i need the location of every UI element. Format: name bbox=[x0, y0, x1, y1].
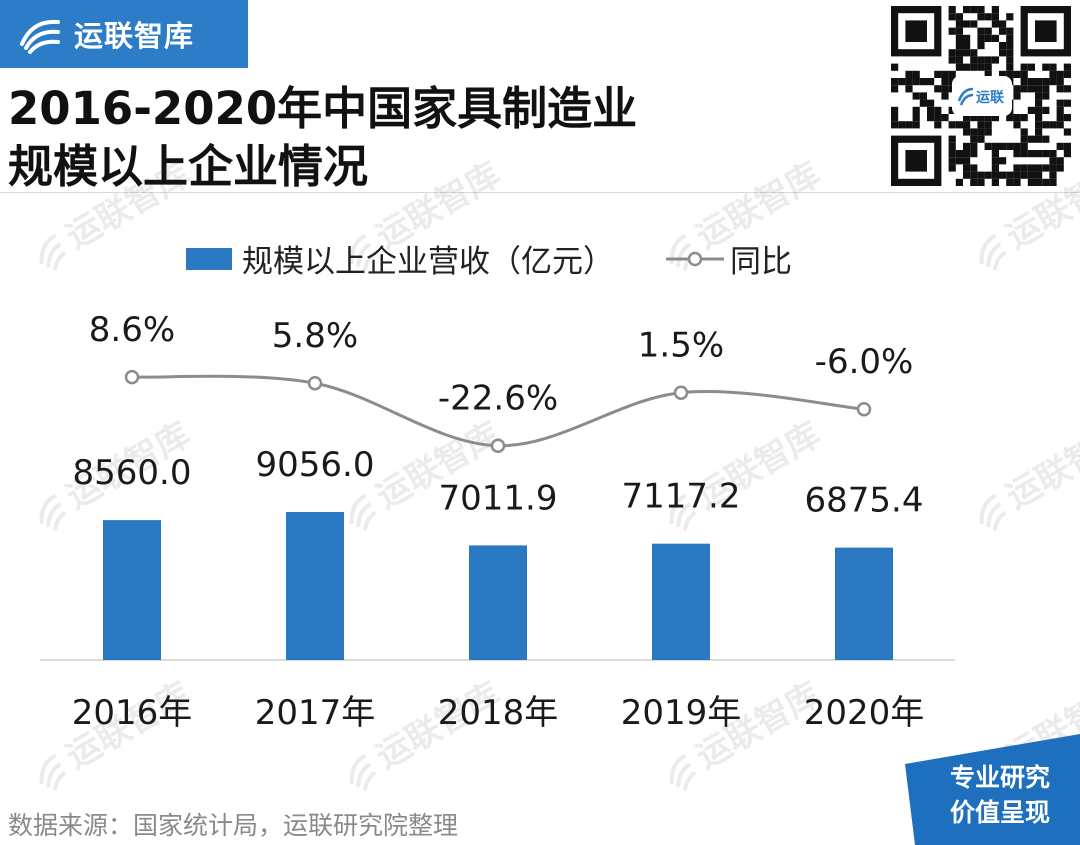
yoy-value-label: -22.6% bbox=[438, 379, 558, 419]
qr-center-label: 运联 bbox=[976, 90, 1005, 106]
qr-code: 运联 bbox=[887, 3, 1077, 189]
badge-line-2: 价值呈现 bbox=[950, 798, 1050, 827]
x-tick-label: 2018年 bbox=[438, 693, 559, 733]
yoy-value-label: 8.6% bbox=[89, 310, 175, 350]
bar bbox=[835, 547, 893, 660]
brand-name: 运联智库 bbox=[74, 19, 195, 53]
bar-value-label: 8560.0 bbox=[73, 453, 192, 493]
yoy-value-label: 1.5% bbox=[638, 326, 724, 366]
legend-bar-label: 规模以上企业营收（亿元） bbox=[242, 244, 614, 280]
yoy-value-label: -6.0% bbox=[815, 342, 914, 382]
bar bbox=[103, 520, 161, 660]
yoy-point bbox=[307, 375, 323, 391]
x-tick-label: 2019年 bbox=[621, 693, 742, 733]
x-tick-label: 2016年 bbox=[72, 693, 193, 733]
wing-swirl-icon bbox=[20, 19, 60, 54]
bar-value-label: 9056.0 bbox=[256, 445, 375, 485]
bar-value-label: 6875.4 bbox=[805, 481, 924, 521]
x-tick-label: 2020年 bbox=[804, 693, 925, 733]
badge-line-1: 专业研究 bbox=[950, 763, 1050, 792]
yoy-point bbox=[856, 401, 872, 417]
brand-logo: 运联智库 bbox=[0, 0, 248, 68]
bar-value-label: 7117.2 bbox=[622, 477, 741, 517]
slogan-badge: 专业研究 价值呈现 bbox=[905, 734, 1080, 845]
legend-line-swatch bbox=[666, 251, 724, 266]
bar bbox=[652, 543, 710, 660]
header-divider bbox=[0, 192, 1080, 193]
bar bbox=[469, 545, 527, 660]
legend-bar-swatch bbox=[186, 247, 232, 270]
chart-legend: 规模以上企业营收（亿元） 同比 bbox=[186, 236, 792, 281]
title-line-1: 2016-2020年中国家具制造业 bbox=[8, 82, 638, 135]
title-line-2: 规模以上企业情况 bbox=[8, 140, 369, 193]
x-tick-label: 2017年 bbox=[255, 693, 376, 733]
yoy-value-label: 5.8% bbox=[272, 316, 358, 356]
yoy-point bbox=[673, 385, 689, 400]
yoy-point bbox=[490, 438, 506, 453]
bar bbox=[286, 512, 344, 660]
bar-value-label: 7011.9 bbox=[439, 478, 558, 518]
chart-title: 2016-2020年中国家具制造业 规模以上企业情况 bbox=[8, 80, 868, 196]
yoy-point bbox=[124, 369, 140, 385]
data-source: 数据来源：国家统计局，运联研究院整理 bbox=[8, 811, 459, 840]
legend-line-label: 同比 bbox=[730, 244, 792, 280]
